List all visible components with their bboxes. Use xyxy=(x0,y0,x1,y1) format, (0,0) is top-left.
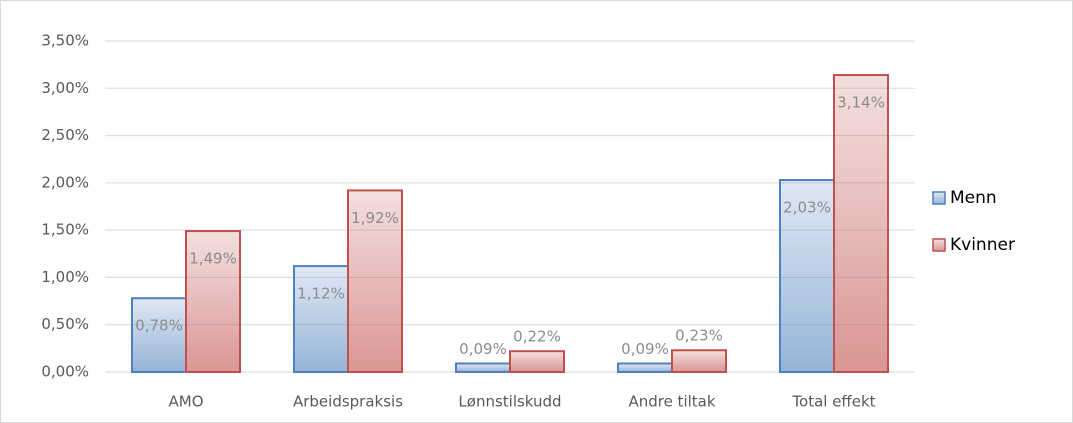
value-label: 1,12% xyxy=(297,285,345,303)
x-tick-label: Lønnstilskudd xyxy=(458,393,561,411)
value-label: 0,22% xyxy=(513,328,561,346)
bar xyxy=(347,189,403,373)
bar xyxy=(131,297,187,373)
bar xyxy=(833,74,889,373)
value-label: 1,49% xyxy=(189,250,237,268)
y-tick-label: 1,00% xyxy=(41,268,89,286)
legend-marker xyxy=(932,191,946,205)
x-tick-label: Andre tiltak xyxy=(628,393,715,411)
y-tick-label: 2,00% xyxy=(41,173,89,191)
value-label: 0,09% xyxy=(459,340,507,358)
x-tick-label: AMO xyxy=(168,393,203,411)
value-label: 1,92% xyxy=(351,209,399,227)
value-label: 0,23% xyxy=(675,327,723,345)
y-tick-label: 2,50% xyxy=(41,126,89,144)
bar xyxy=(455,362,511,374)
x-tick-label: Total effekt xyxy=(791,393,875,411)
y-tick-label: 1,50% xyxy=(41,221,89,239)
bar xyxy=(617,362,673,374)
bar xyxy=(671,349,727,373)
x-tick-label: Arbeidspraksis xyxy=(293,393,403,411)
y-tick-label: 3,00% xyxy=(41,79,89,97)
legend-label: Kvinner xyxy=(950,235,1015,255)
y-tick-label: 0,00% xyxy=(41,363,89,381)
legend-label: Menn xyxy=(950,188,997,208)
bar xyxy=(185,230,241,373)
value-label: 0,78% xyxy=(135,317,183,335)
y-tick-label: 0,50% xyxy=(41,315,89,333)
value-label: 0,09% xyxy=(621,340,669,358)
bar xyxy=(293,265,349,373)
y-tick-label: 3,50% xyxy=(41,32,89,50)
value-label: 3,14% xyxy=(837,94,885,112)
value-label: 2,03% xyxy=(783,199,831,217)
legend-marker xyxy=(932,238,946,252)
bar xyxy=(509,350,565,373)
